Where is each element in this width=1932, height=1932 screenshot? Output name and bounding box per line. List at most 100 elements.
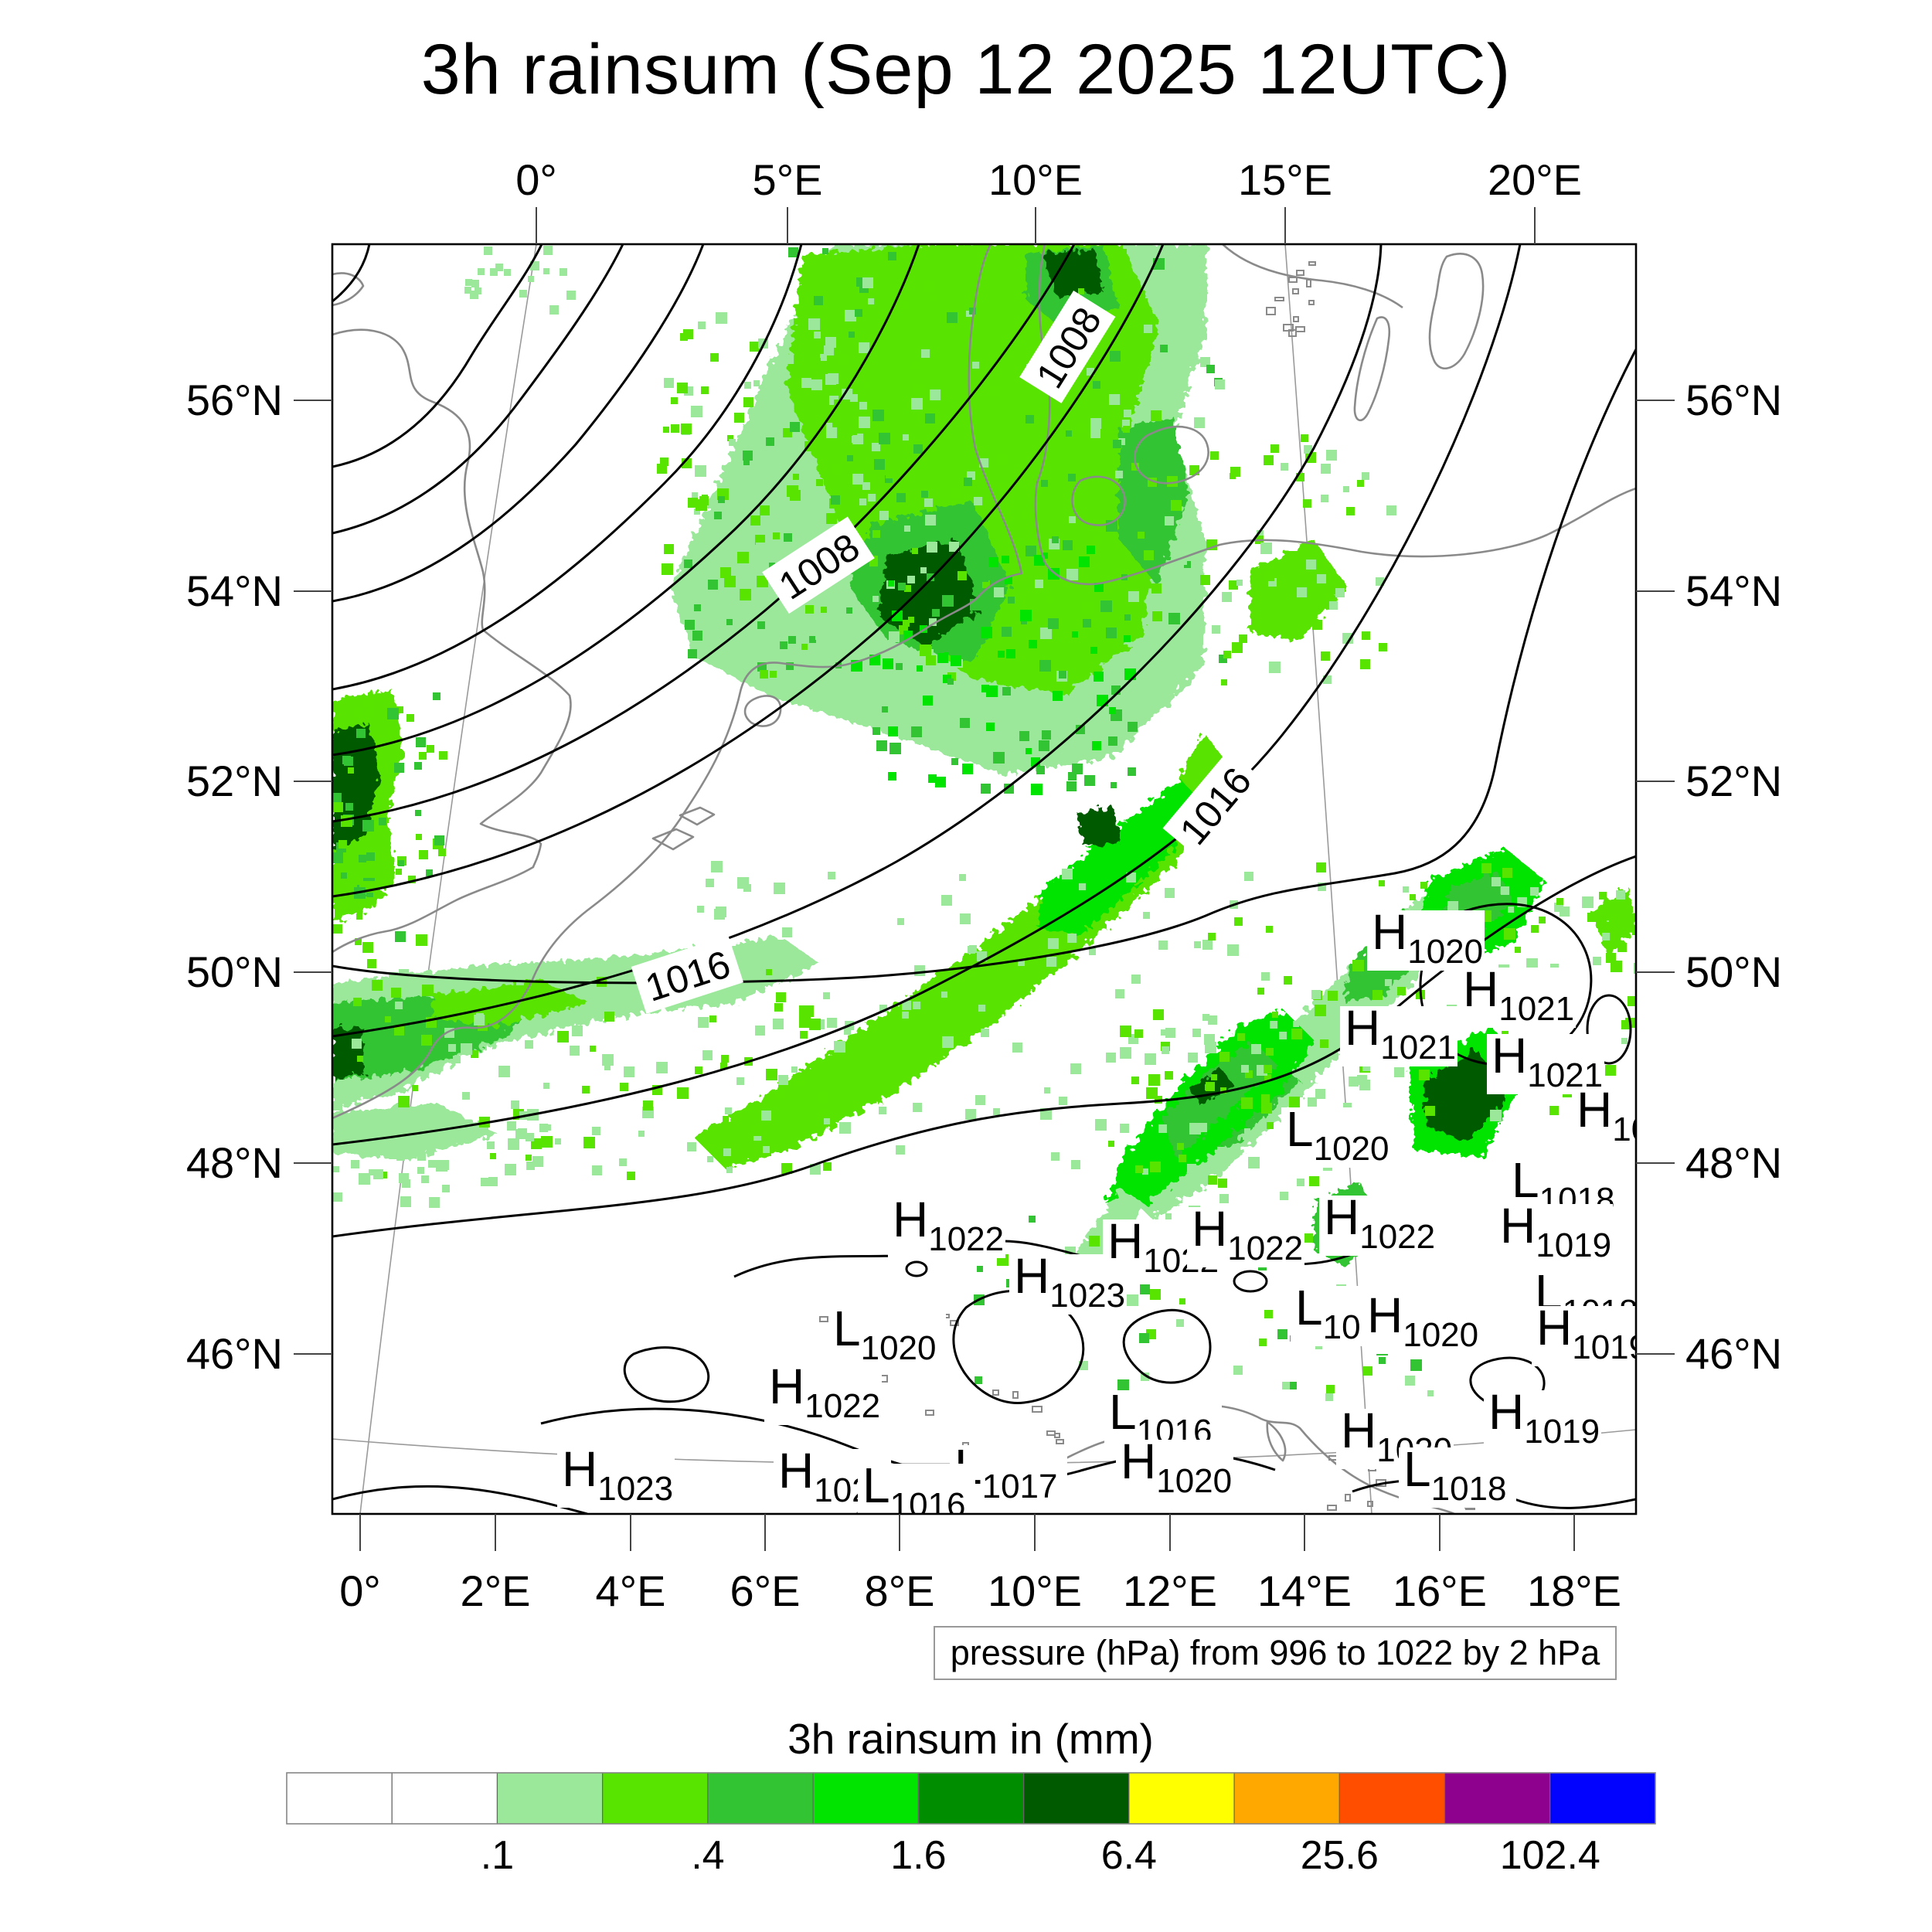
rain-speckle	[724, 576, 736, 587]
rain-speckle	[975, 1095, 985, 1105]
rain-speckle	[396, 706, 403, 713]
rain-speckle	[1165, 516, 1174, 526]
rain-speckle	[1002, 687, 1011, 696]
rain-speckle	[1053, 691, 1063, 701]
rain-speckle	[1297, 587, 1307, 597]
rain-speckle	[1098, 1250, 1104, 1256]
rain-speckle	[882, 706, 888, 713]
pressure-center-text: H1021	[1577, 1082, 1688, 1148]
rain-speckle	[677, 1087, 689, 1099]
rain-speckle	[721, 1055, 729, 1063]
rain-speckle	[888, 726, 898, 736]
axis-label-left: 52°N	[186, 757, 283, 805]
rain-patch	[1077, 806, 1121, 847]
islet	[1308, 300, 1315, 305]
rain-speckle	[1410, 894, 1416, 900]
pressure-center-box	[557, 1447, 675, 1508]
rain-speckle	[1092, 741, 1101, 750]
rain-speckle	[913, 444, 923, 454]
rain-speckle	[1218, 1179, 1227, 1188]
coastline	[1134, 425, 1209, 485]
rain-speckle	[462, 1092, 470, 1100]
rain-speckle	[1165, 888, 1175, 898]
rain-speckle	[692, 492, 698, 498]
rain-speckle	[726, 1167, 733, 1173]
rain-speckle	[1153, 1009, 1164, 1020]
rain-speckle	[620, 1083, 628, 1091]
rain-speckle	[422, 985, 434, 996]
rain-speckle	[447, 1135, 455, 1143]
rain-speckle	[385, 1016, 391, 1022]
rain-speckle	[808, 457, 815, 463]
rain-speckle	[1031, 784, 1043, 795]
rain-speckle	[419, 752, 427, 760]
rain-speckle	[1120, 1047, 1131, 1059]
rain-speckle	[465, 279, 472, 286]
rain-speckle	[1106, 1053, 1116, 1063]
pressure-center: H1020	[1116, 1434, 1233, 1500]
rain-speckle	[1067, 934, 1077, 943]
rain-speckle	[1306, 560, 1316, 570]
rain-speckle	[526, 1155, 532, 1161]
rain-speckle	[1419, 1070, 1430, 1080]
rain-speckle	[1329, 601, 1338, 610]
rain-speckle	[1188, 1053, 1198, 1063]
rain-speckle	[1397, 987, 1406, 995]
axis-label-right: 52°N	[1685, 757, 1782, 805]
rain-speckle	[761, 973, 769, 981]
rain-speckle	[1109, 707, 1116, 714]
rain-speckle	[927, 573, 934, 581]
rain-speckle	[920, 567, 927, 573]
rain-speckle	[685, 620, 695, 630]
rain-speckle	[1239, 634, 1247, 643]
rain-speckle	[1379, 880, 1385, 886]
rain-speckle	[1158, 940, 1168, 950]
rain-speckle	[535, 989, 542, 996]
rain-speckle	[1304, 445, 1312, 454]
rain-speckle	[809, 1019, 821, 1030]
rain-speckle	[1123, 426, 1130, 433]
rain-patch	[1119, 416, 1189, 586]
rain-speckle	[904, 585, 911, 592]
axis-label-bottom: 16°E	[1393, 1566, 1487, 1615]
rain-speckle	[826, 423, 832, 429]
rain-speckle	[566, 291, 576, 300]
rain-speckle	[745, 468, 752, 475]
rain-speckle	[1372, 990, 1383, 1000]
rain-speckle	[876, 740, 887, 751]
rain-speckle	[924, 498, 933, 507]
coastline	[651, 828, 695, 851]
rain-speckle	[823, 1162, 832, 1171]
isobar	[332, 244, 371, 303]
rain-speckle	[549, 1022, 556, 1029]
rain-speckle	[774, 883, 785, 894]
rain-speckle	[1128, 722, 1138, 732]
rain-speckle	[1095, 1119, 1107, 1131]
rain-speckle	[859, 402, 867, 410]
rain-speckle	[557, 1031, 569, 1043]
rain-speckle	[1634, 963, 1636, 974]
rain-speckle	[799, 1016, 811, 1028]
islet	[1296, 270, 1304, 276]
rain-speckle	[1047, 304, 1056, 313]
rain-speckle	[1317, 574, 1326, 583]
rain-speckle	[1232, 642, 1243, 653]
rain-speckle	[998, 651, 1005, 658]
rain-speckle	[986, 685, 998, 697]
axis-labels: 0° 5°E 10°E 15°E 20°E 0° 2°E 4°E 6°E 8°E 10°E 12°E 1…	[186, 155, 1782, 1615]
rain-speckle	[711, 861, 723, 872]
rain-speckle	[1052, 536, 1059, 543]
rain-speckle	[386, 1143, 396, 1153]
rain-speckle	[856, 672, 866, 681]
pressure-center: H1021	[1572, 1082, 1688, 1148]
rain-speckle	[1110, 351, 1121, 362]
coastline	[1071, 475, 1126, 526]
rain-speckle	[471, 1050, 478, 1058]
isobar-label-box	[1019, 291, 1116, 403]
rain-speckle	[1138, 298, 1148, 308]
rain-speckle	[351, 1160, 359, 1168]
rain-speckle	[367, 959, 376, 968]
rain-speckle	[904, 526, 910, 532]
rain-speckle	[1035, 580, 1043, 588]
rain-speckle	[333, 924, 342, 934]
